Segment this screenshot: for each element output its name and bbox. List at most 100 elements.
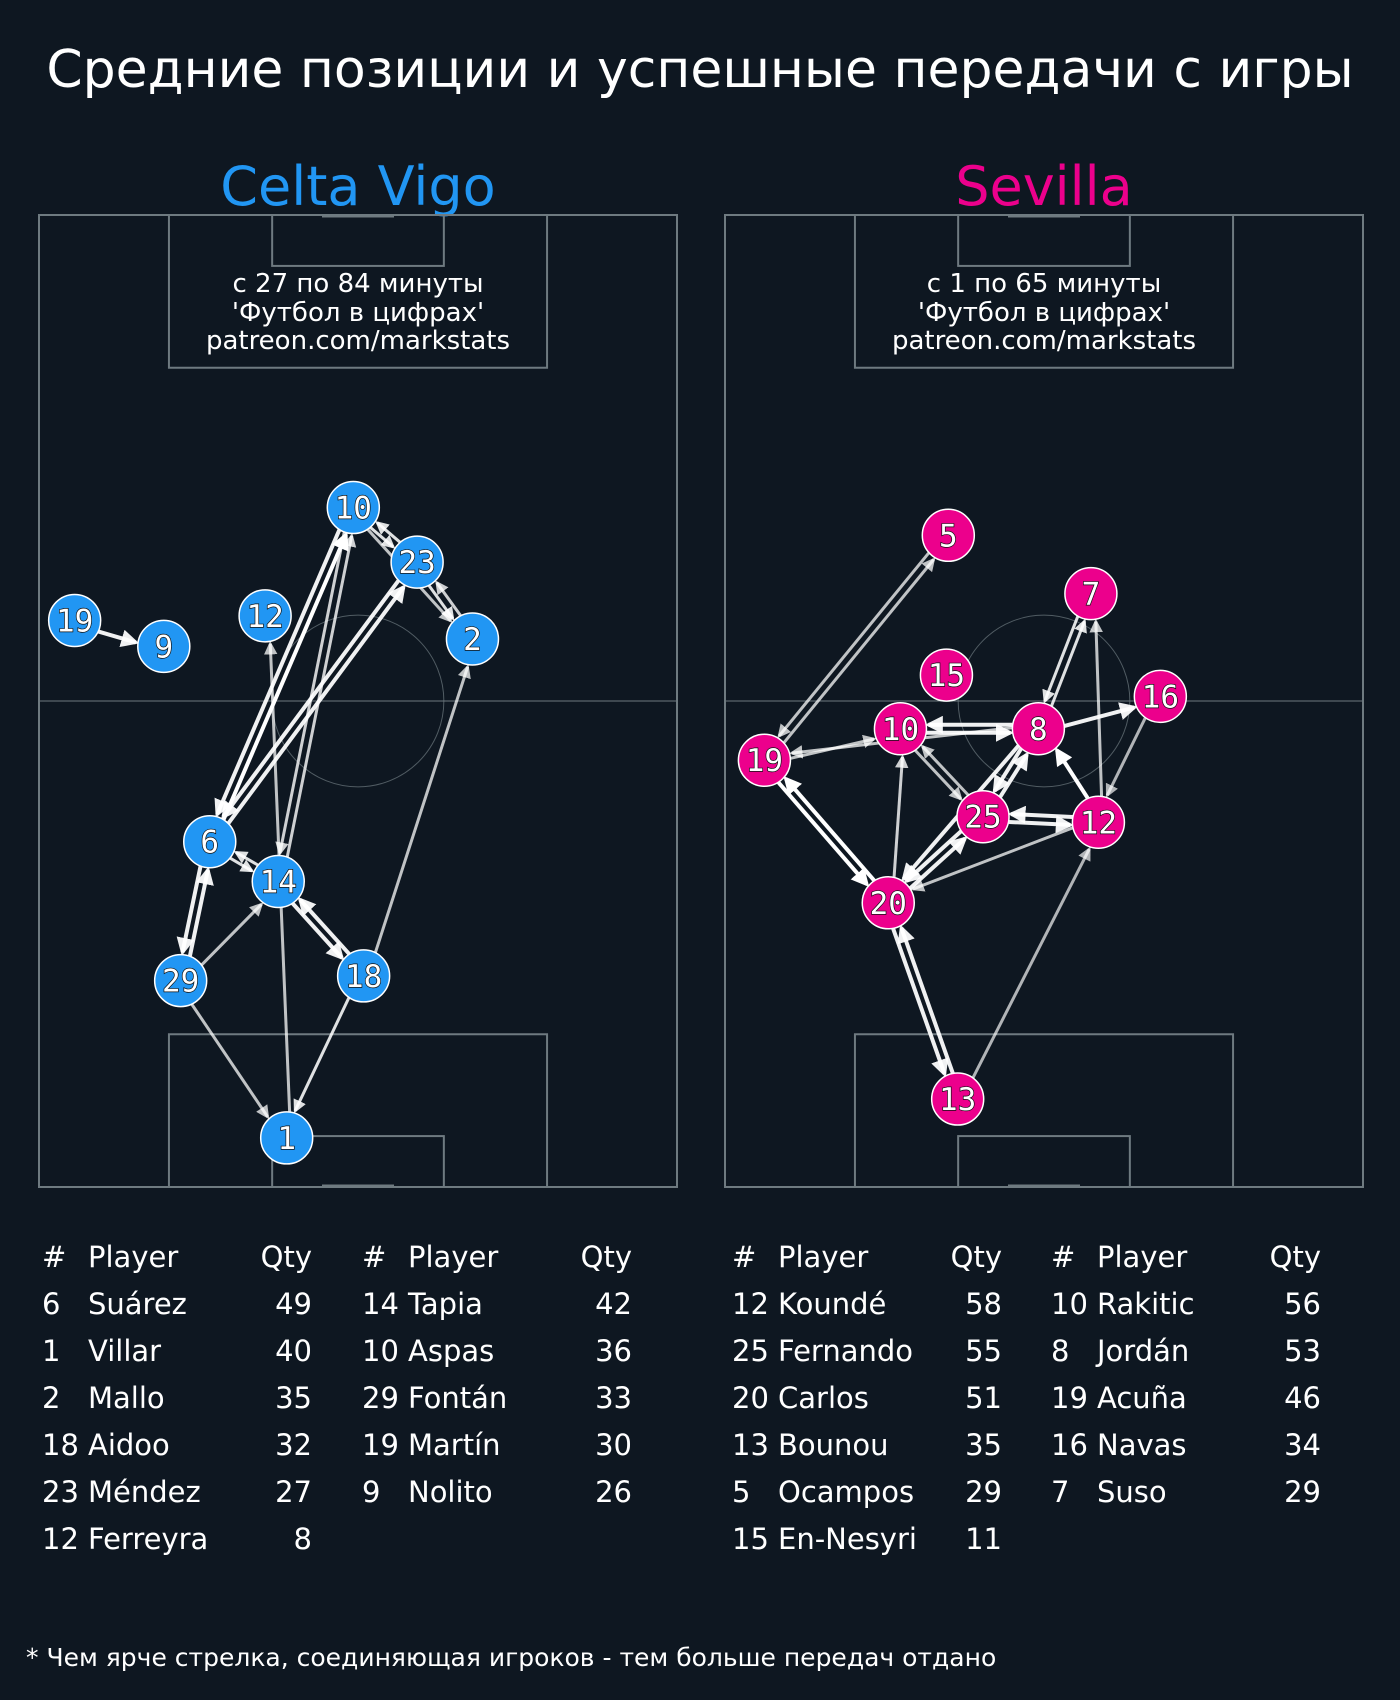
header-player: Player	[778, 1240, 869, 1274]
pass-arrow-6-10	[221, 531, 349, 821]
player-number: 20	[870, 886, 907, 922]
player-number-cell: 8	[1051, 1334, 1070, 1368]
pass-arrow-10-23	[369, 526, 396, 549]
header-player: Player	[408, 1240, 499, 1274]
stats-table-celta-2: # Player Qty 14 Tapia 42 10 Aspas 36 29 Fontán 33 19…	[362, 1240, 632, 1522]
player-node-29: 29	[153, 953, 208, 1008]
player-name-cell: Ferreyra	[88, 1522, 209, 1556]
player-marker	[930, 1072, 985, 1126]
pass-arrow-25-10	[920, 744, 970, 797]
header-qty: Qty	[580, 1240, 632, 1274]
player-name-cell: Suso	[1097, 1475, 1167, 1509]
player-node-19: 19	[737, 733, 792, 787]
pass-arrow-10-6	[214, 529, 342, 818]
pass-arrow-20-13	[891, 927, 949, 1078]
player-node-8: 8	[1011, 702, 1066, 756]
player-number: 2	[463, 622, 482, 658]
table-row: 20 Carlos 51	[732, 1381, 1002, 1428]
player-number-cell: 14	[362, 1287, 399, 1321]
header-num: #	[732, 1240, 757, 1274]
player-marker	[1071, 795, 1126, 850]
table-row: 12 Koundé 58	[732, 1287, 1002, 1334]
player-number: 19	[746, 743, 783, 779]
player-marker	[737, 733, 792, 787]
player-number: 29	[162, 964, 199, 1000]
pass-arrow-18-14	[297, 896, 351, 956]
table-row: 19 Martín 30	[362, 1428, 632, 1475]
player-node-25: 25	[956, 789, 1010, 844]
player-name-cell: Suárez	[88, 1287, 187, 1321]
table-row: 23 Méndez 27	[42, 1475, 312, 1522]
page-title: Средние позиции и успешные передачи с иг…	[46, 40, 1354, 100]
header-num: #	[42, 1240, 67, 1274]
player-marker	[921, 508, 976, 563]
player-number: 5	[939, 518, 958, 554]
team-title-celta: Celta Vigo	[220, 155, 496, 218]
player-marker	[1011, 702, 1066, 756]
pass-arrow-13-12	[971, 846, 1091, 1079]
header-player: Player	[88, 1240, 179, 1274]
table-row: 14 Tapia 42	[362, 1287, 632, 1334]
pass-qty-cell: 35	[965, 1428, 1002, 1462]
pass-arrow-2-23	[435, 580, 462, 617]
table-row: 18 Aidoo 32	[42, 1428, 312, 1475]
pass-arrow-20-19	[783, 776, 876, 882]
table-row: 15 En-Nesyri 11	[732, 1522, 1002, 1569]
player-marker	[1064, 566, 1118, 621]
player-marker	[238, 589, 292, 643]
pass-arrow-12-20	[910, 826, 1074, 892]
player-node-19: 19	[47, 593, 102, 648]
table-row: 8 Jordán 53	[1051, 1334, 1321, 1381]
table-row: 6 Suárez 49	[42, 1287, 312, 1334]
player-name-cell: Acuña	[1097, 1381, 1187, 1415]
player-marker	[183, 814, 237, 869]
player-number: 14	[260, 865, 297, 901]
player-number: 18	[345, 959, 382, 995]
player-node-16: 16	[1133, 669, 1188, 724]
player-number: 10	[882, 712, 919, 748]
stats-table-sevilla-2: # Player Qty 10 Rakitic 56 8 Jordán 53 19 Acuña 46 1…	[1051, 1240, 1321, 1522]
player-number: 9	[154, 629, 173, 665]
pass-arrow-19-5	[782, 557, 936, 744]
pass-qty-cell: 34	[1284, 1428, 1321, 1462]
player-name-cell: Fernando	[778, 1334, 914, 1368]
player-node-10: 10	[873, 702, 928, 756]
header-num: #	[1051, 1240, 1076, 1274]
pass-qty-cell: 49	[275, 1287, 312, 1321]
pass-arrow-8-25	[992, 747, 1023, 794]
player-number-cell: 23	[42, 1475, 79, 1509]
pass-qty-cell: 42	[595, 1287, 632, 1321]
pass-qty-cell: 8	[293, 1522, 312, 1556]
pass-qty-cell: 40	[275, 1334, 312, 1368]
pass-arrow-8-7	[1050, 618, 1087, 707]
pass-arrow-13-20	[897, 924, 955, 1074]
pass-qty-cell: 51	[965, 1381, 1002, 1415]
pass-qty-cell: 36	[595, 1334, 632, 1368]
pass-arrow-5-19	[777, 551, 930, 739]
player-number: 10	[335, 491, 372, 527]
player-number-cell: 19	[1051, 1381, 1088, 1415]
player-node-5: 5	[921, 508, 976, 563]
stats-table-celta-1: # Player Qty 6 Suárez 49 1 Villar 40 2 Mallo 35 18 Ai…	[42, 1240, 312, 1569]
player-name-cell: Rakitic	[1097, 1287, 1195, 1321]
player-number-cell: 15	[732, 1522, 769, 1556]
player-number-cell: 12	[42, 1522, 79, 1556]
player-number-cell: 1	[42, 1334, 61, 1368]
player-node-14: 14	[251, 854, 305, 909]
player-node-18: 18	[336, 949, 391, 1003]
header-qty: Qty	[1269, 1240, 1321, 1274]
player-number: 23	[398, 545, 435, 581]
player-number-cell: 25	[732, 1334, 769, 1368]
player-number-cell: 18	[42, 1428, 79, 1462]
pass-arrow-6-23	[226, 584, 406, 825]
credit-line-2: patreon.com/markstats	[206, 326, 510, 356]
player-marker	[390, 535, 444, 589]
pass-qty-cell: 30	[595, 1428, 632, 1462]
table-row: 1 Villar 40	[42, 1334, 312, 1381]
player-name-cell: Martín	[408, 1428, 501, 1462]
player-name-cell: Aspas	[408, 1334, 495, 1368]
pass-arrows	[97, 520, 471, 1120]
player-node-1: 1	[259, 1111, 314, 1165]
player-marker	[137, 619, 191, 674]
pass-arrow-16-12	[1105, 717, 1147, 798]
